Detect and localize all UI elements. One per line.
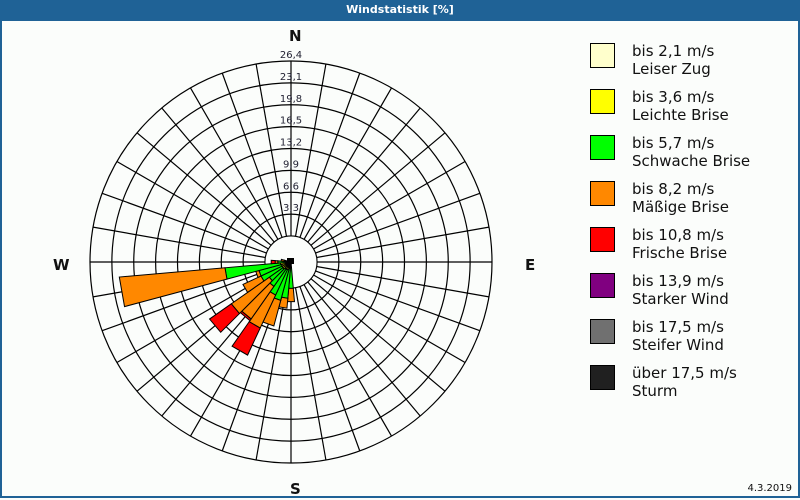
svg-text:23,1: 23,1 [280, 72, 302, 83]
svg-text:3,3: 3,3 [283, 203, 299, 214]
svg-text:13,2: 13,2 [280, 138, 302, 149]
svg-text:26,4: 26,4 [280, 50, 302, 61]
legend-swatch [590, 227, 615, 252]
legend-swatch [590, 43, 615, 68]
compass-south-label: S [290, 480, 301, 498]
legend-label: bis 13,9 m/s Starker Wind [632, 272, 729, 308]
legend-swatch [590, 89, 615, 114]
compass-east-label: E [525, 256, 536, 274]
legend-swatch [590, 319, 615, 344]
chart-title: Windstatistik [%] [0, 0, 800, 21]
legend-swatch [590, 365, 615, 390]
wind-rose-chart: 3,3 6,6 9,9 13,2 16,5 19,8 23,1 26,4 [89, 50, 493, 464]
compass-north-label: N [289, 27, 302, 45]
legend-label: über 17,5 m/s Sturm [632, 364, 737, 400]
date-label: 4.3.2019 [747, 483, 792, 494]
svg-text:6,6: 6,6 [283, 181, 299, 192]
compass-west-label: W [53, 256, 70, 274]
legend-swatch [590, 273, 615, 298]
svg-text:9,9: 9,9 [283, 159, 299, 170]
legend-swatch [590, 135, 615, 160]
legend-label: bis 2,1 m/s Leiser Zug [632, 42, 715, 78]
legend-label: bis 17,5 m/s Steifer Wind [632, 318, 724, 354]
legend-label: bis 8,2 m/s Mäßige Brise [632, 180, 729, 216]
svg-text:16,5: 16,5 [280, 116, 302, 127]
legend-label: bis 10,8 m/s Frische Brise [632, 226, 728, 262]
legend-label: bis 5,7 m/s Schwache Brise [632, 134, 751, 170]
svg-text:19,8: 19,8 [280, 94, 302, 105]
legend-label: bis 3,6 m/s Leichte Brise [632, 88, 729, 124]
legend-swatch [590, 181, 615, 206]
